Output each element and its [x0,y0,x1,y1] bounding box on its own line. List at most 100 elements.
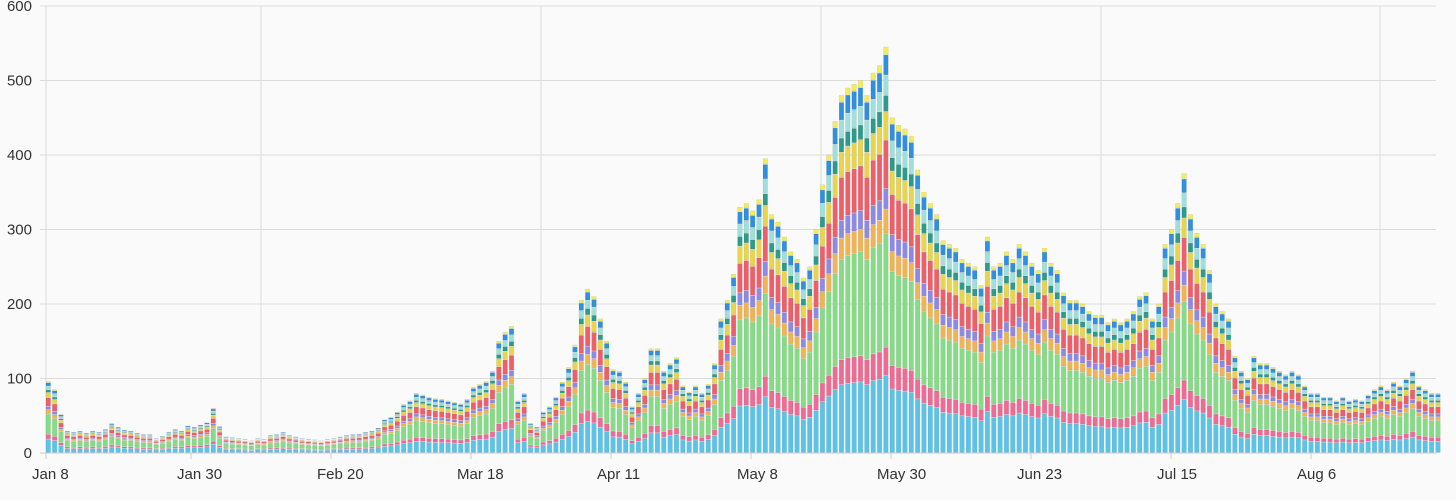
bar-segment [838,120,844,138]
bar-segment [699,406,705,414]
bar-segment [1346,424,1352,440]
bar-segment [800,305,806,318]
bar-segment [1143,295,1149,304]
bar-segment [318,443,324,445]
bar-segment [908,174,914,187]
bar-segment [1080,363,1086,373]
bar-segment [1175,233,1181,243]
bar-segment [521,420,527,438]
bar-segment [179,435,185,439]
bar-segment [470,440,476,453]
bar-segment [1067,318,1073,325]
bar-segment [344,448,350,450]
bar-segment [572,346,578,353]
bar-segment [1416,416,1422,436]
bar-segment [58,442,64,446]
bar-segment [483,434,489,440]
bar-segment [1168,233,1174,245]
bar-segment [45,392,51,398]
bar-segment [1276,372,1282,377]
bar-segment [1029,285,1035,294]
bar-segment [559,390,565,394]
bar-segment [674,395,679,402]
bar-segment [1200,258,1206,270]
bar-segment [1162,258,1168,270]
bar-segment [864,95,870,103]
bar-segment [1168,410,1174,453]
bar-segment [394,445,400,453]
bar-segment [927,387,933,406]
bar-segment [1264,429,1270,436]
bar-segment [953,413,959,453]
bar-segment [775,392,781,409]
bar-segment [1397,412,1403,417]
bar-segment [388,421,394,423]
bar-segment [1061,318,1067,330]
bar-segment [1023,251,1028,256]
bar-segment [401,410,407,412]
bar-segment [623,393,629,399]
bar-segment [1365,421,1371,438]
bar-segment [502,332,508,335]
bar-segment [1080,303,1086,307]
bar-segment [686,413,692,416]
bar-segment [1270,406,1276,431]
bar-segment [610,375,616,380]
bar-segment [102,437,108,439]
bar-segment [401,421,407,424]
bar-segment [489,383,495,390]
bar-segment [648,425,654,433]
bar-segment [991,341,997,353]
bar-segment [375,447,381,453]
bar-segment [927,290,933,303]
bar-segment [756,288,762,301]
bar-segment [528,436,534,445]
bar-segment [1200,398,1206,413]
bar-segment [845,95,851,114]
bar-segment [1035,312,1041,334]
bar-segment [1073,423,1079,453]
bar-segment [1016,248,1022,259]
bar-segment [1384,411,1390,415]
bar-segment [870,80,876,100]
bar-segment [1061,329,1067,349]
bar-segment [991,417,997,453]
bar-segment [128,439,134,441]
bar-segment [210,418,216,424]
bar-segment [578,300,584,303]
bar-segment [83,440,89,442]
bar-segment [1168,256,1174,265]
bar-segment [915,299,921,379]
bar-segment [483,414,489,435]
bar-segment [1340,398,1346,401]
bar-segment [388,443,394,446]
bar-segment [521,406,527,414]
bar-segment [90,434,96,436]
bar-segment [1067,303,1073,311]
bar-segment [1181,271,1187,285]
bar-segment [642,387,648,391]
bar-segment [198,445,204,448]
bar-segment [1245,390,1251,396]
bar-segment [1391,414,1397,435]
bar-segment [1207,283,1212,292]
bar-segment [686,401,692,406]
bar-segment [1124,417,1130,428]
bar-segment [236,441,242,443]
bar-segment [686,395,692,399]
bar-segment [984,271,990,287]
bar-segment [147,447,153,450]
bar-segment [540,418,546,422]
bar-segment [1289,403,1295,409]
bar-segment [921,223,927,234]
bar-segment [274,449,280,453]
bar-segment [210,411,216,414]
bar-segment [121,435,127,438]
bar-segment [71,441,77,448]
bar-segment [1194,233,1200,238]
bar-segment [45,386,51,390]
bar-segment [407,424,413,440]
bar-segment [1042,247,1048,252]
bar-segment [1403,383,1409,388]
bar-segment [477,400,483,409]
